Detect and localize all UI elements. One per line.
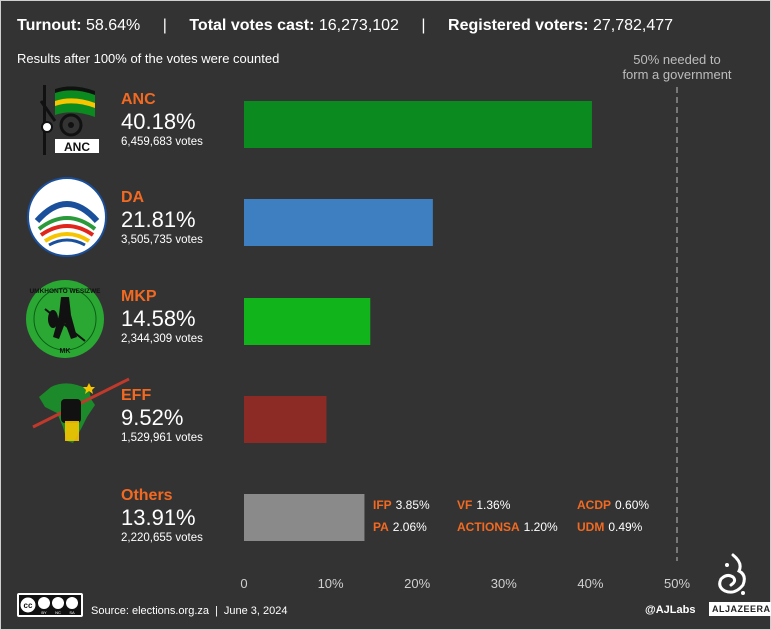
source-text: Source: elections.org.za <box>91 605 210 617</box>
mkp-logo-icon: UMKHONTO WESIZWE MK <box>26 280 104 358</box>
party-votes: 6,459,683 votes <box>121 136 203 148</box>
threshold-note-line: 50% needed to <box>633 52 721 67</box>
others-breakdown-item: ACDP 0.60% <box>577 498 649 512</box>
others-breakdown-item: UDM 0.49% <box>577 520 642 534</box>
bar-anc <box>244 101 592 148</box>
party-percentage: 9.52% <box>121 405 184 430</box>
party-percentage: 40.18% <box>121 109 196 134</box>
mkp-logo-text: MK <box>60 348 71 355</box>
others-party-value: 2.06% <box>392 520 427 534</box>
others-party-value: 1.36% <box>476 498 511 512</box>
total-votes-value: 16,273,102 <box>318 17 399 34</box>
others-party-name: PA <box>373 520 389 534</box>
total-votes-label: Total votes cast: <box>189 17 315 34</box>
turnout-value: 58.64% <box>86 17 141 34</box>
separator: | <box>215 605 218 617</box>
date-text: June 3, 2024 <box>223 605 288 617</box>
bar-eff <box>244 396 327 443</box>
others-party-name: VF <box>457 498 473 512</box>
party-votes: 1,529,961 votes <box>121 432 203 444</box>
party-votes: 2,220,655 votes <box>121 532 203 544</box>
x-tick-label: 50% <box>664 576 690 591</box>
registered-voters-label: Registered voters: <box>448 17 589 34</box>
others-party-name: ACDP <box>577 498 612 512</box>
party-votes: 3,505,735 votes <box>121 234 203 246</box>
threshold-note: 50% needed to form a government <box>603 52 751 82</box>
party-label-eff: EFF 9.52% 1,529,961 votes <box>121 387 203 446</box>
mkp-logo-text: UMKHONTO WESIZWE <box>29 288 101 295</box>
aljazeera-wordmark: ALJAZEERA <box>709 602 771 616</box>
aljazeera-logo-icon <box>718 553 746 595</box>
party-percentage: 21.81% <box>121 207 196 232</box>
others-breakdown-item: VF 1.36% <box>457 498 510 512</box>
party-percentage: 14.58% <box>121 306 196 331</box>
party-name: MKP <box>121 288 157 305</box>
footer-source: Source: elections.org.za | June 3, 2024 <box>91 605 288 617</box>
others-breakdown-item: PA 2.06% <box>373 520 427 534</box>
anc-logo-icon: ANC <box>39 85 99 155</box>
registered-voters-value: 27,782,477 <box>592 17 674 34</box>
others-party-name: IFP <box>373 498 392 512</box>
svg-text:BY: BY <box>41 610 47 615</box>
party-name: EFF <box>121 387 152 404</box>
others-breakdown-item: ACTIONSA 1.20% <box>457 520 558 534</box>
bar-da <box>244 199 433 246</box>
party-label-mkp: MKP 14.58% 2,344,309 votes <box>121 288 203 347</box>
bar-mkp <box>244 298 371 345</box>
others-party-value: 0.49% <box>608 520 643 534</box>
party-votes: 2,344,309 votes <box>121 333 203 345</box>
ajlabs-handle: @AJLabs <box>645 604 696 616</box>
svg-text:ANC: ANC <box>64 140 90 154</box>
party-label-da: DA 21.81% 3,505,735 votes <box>121 189 203 248</box>
party-label-others: Others 13.91% 2,220,655 votes <box>121 487 203 546</box>
creative-commons-icon: cc BY NC SA <box>17 593 83 617</box>
party-name: Others <box>121 487 173 504</box>
threshold-note-line: form a government <box>622 67 732 82</box>
separator: | <box>162 17 167 34</box>
turnout-label: Turnout: <box>17 17 82 34</box>
others-party-name: ACTIONSA <box>457 520 520 534</box>
svg-text:SA: SA <box>69 610 75 615</box>
x-tick-label: 40% <box>577 576 603 591</box>
others-party-name: UDM <box>577 520 605 534</box>
subtitle: Results after 100% of the votes were cou… <box>17 51 280 66</box>
eff-logo-icon <box>32 377 130 443</box>
party-name: DA <box>121 189 145 206</box>
x-tick-label: 10% <box>318 576 344 591</box>
svg-text:NC: NC <box>55 610 61 615</box>
svg-text:cc: cc <box>24 601 33 610</box>
separator: | <box>421 17 426 34</box>
da-logo-icon <box>27 177 107 257</box>
others-breakdown-item: IFP 3.85% <box>373 498 430 512</box>
others-party-value: 0.60% <box>615 498 650 512</box>
bar-others <box>244 494 365 541</box>
others-party-value: 3.85% <box>395 498 430 512</box>
party-name: ANC <box>121 91 156 108</box>
party-label-anc: ANC 40.18% 6,459,683 votes <box>121 91 203 150</box>
x-tick-label: 30% <box>491 576 517 591</box>
x-tick-label: 0 <box>240 576 247 591</box>
others-party-value: 1.20% <box>523 520 558 534</box>
x-tick-label: 20% <box>404 576 430 591</box>
summary-bar: Turnout: 58.64% | Total votes cast: 16,2… <box>17 17 673 35</box>
party-percentage: 13.91% <box>121 505 196 530</box>
